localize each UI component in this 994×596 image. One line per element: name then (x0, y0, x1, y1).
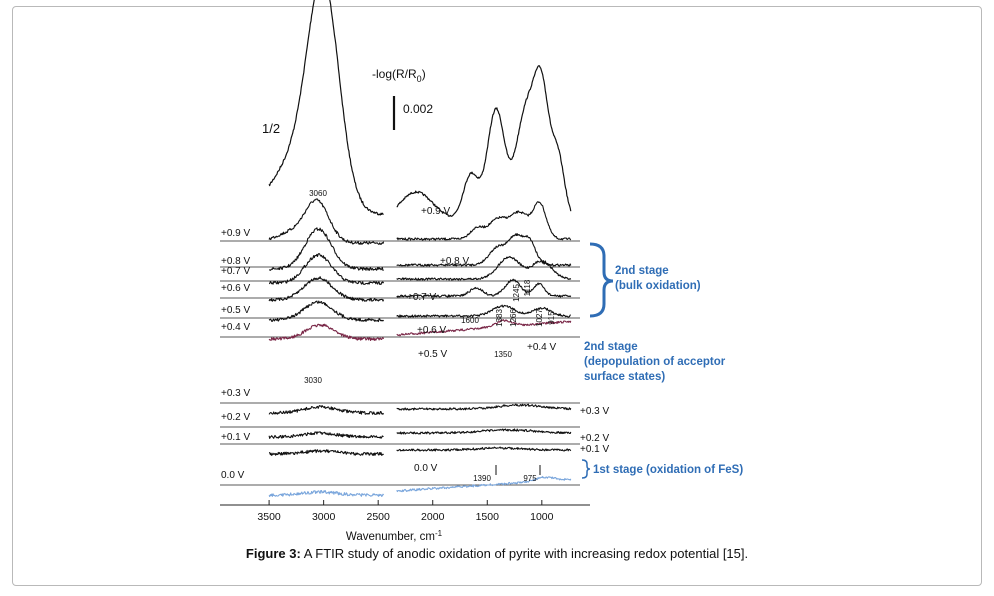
spectrum-left (268, 405, 385, 415)
x-tick-label: 2000 (421, 511, 445, 523)
curve-label: +0.4 V (527, 342, 557, 353)
curve-label: +0.1 V (580, 444, 610, 455)
spectrum-right (396, 446, 572, 452)
stage-label: (bulk oxidation) (615, 280, 701, 292)
spectrum-left (268, 276, 385, 302)
spectrum-right (396, 255, 572, 281)
x-tick-label: 3000 (312, 511, 336, 523)
peak-label: 915 (547, 311, 556, 325)
peak-label: 1027 (535, 309, 544, 327)
scale-bar-label: 0.002 (403, 102, 433, 116)
baseline-label: +0.3 V (221, 388, 251, 399)
x-tick-label: 2500 (367, 511, 391, 523)
peak-label: 3030 (304, 376, 322, 385)
peak-label: 1600 (461, 316, 479, 325)
spectrum-right (396, 319, 572, 337)
curve-label: +0.2 V (580, 433, 610, 444)
baseline-label: +0.6 V (221, 283, 251, 294)
spectrum-left (268, 227, 384, 271)
baseline-label: +0.2 V (221, 412, 251, 423)
spectrum-right (396, 278, 572, 298)
x-axis: 3500 3000 2500 2000 1500 1000 Wavenumber, cm-1 (220, 500, 590, 543)
curve-label: +0.5 V (418, 349, 448, 360)
y-axis-label-tail: ) (422, 67, 426, 81)
spectrum-right (396, 304, 571, 318)
baseline-label: +0.7 V (221, 266, 251, 277)
peak-label: 3060 (309, 189, 327, 198)
curve-label: +0.8 V (440, 256, 470, 267)
peak-label: 975 (523, 474, 537, 483)
stage-label: 2nd stage (584, 341, 638, 353)
spectra (268, 0, 572, 498)
figure-caption: Figure 3: A FTIR study of anodic oxidati… (0, 546, 994, 561)
spectrum-left (268, 431, 384, 439)
stage-label: 2nd stage (615, 265, 669, 277)
spectrum-left (268, 490, 385, 498)
baseline-label: +0.9 V (221, 228, 251, 239)
spectrum-right (396, 475, 572, 493)
x-tick-label: 3500 (257, 511, 281, 523)
baseline-label: +0.4 V (221, 322, 251, 333)
stage-label: (depopulation of acceptor (584, 356, 726, 368)
peak-label: 1350 (494, 350, 512, 359)
curve-label: +0.7 V (407, 292, 437, 303)
figure-frame (12, 6, 982, 586)
stage-label: surface states) (584, 371, 665, 383)
curve-label: +0.3 V (580, 406, 610, 417)
peak-label: 1245 (512, 284, 521, 302)
baseline-label: +0.8 V (221, 256, 251, 267)
brace-fes (581, 459, 591, 479)
x-axis-label-superscript: -1 (435, 529, 443, 538)
spectrum-left (268, 300, 385, 323)
spectrum-left (268, 323, 385, 342)
y-axis-label: -log(R/R0) (372, 67, 426, 84)
baseline-label: 0.0 V (221, 470, 245, 481)
y-axis-label-subscript: 0 (417, 74, 422, 84)
peak-label: 1383 (495, 309, 504, 327)
baseline-label: +0.1 V (221, 432, 251, 443)
spectrum-half-scale-right (396, 65, 572, 217)
curve-label: +0.6 V (417, 325, 447, 336)
peak-label: 1118 (523, 279, 532, 296)
curve-label: 0.0 V (414, 463, 438, 474)
spectrum-left (268, 449, 384, 456)
half-scale-label: 1/2 (262, 121, 280, 136)
brace-bulk-oxidation (589, 242, 614, 318)
peak-label: 1266 (509, 309, 518, 327)
caption-label: Figure 3: (245, 546, 301, 561)
curve-label: +0.9 V (421, 206, 451, 217)
caption-text: A FTIR study of anodic oxidation of pyri… (303, 546, 749, 561)
x-tick-label: 1500 (476, 511, 500, 523)
baselines: +0.9 V+0.8 V+0.7 V+0.6 V+0.5 V+0.4 V+0.3… (220, 228, 580, 486)
peak-label: 1390 (473, 474, 491, 483)
stage-label: 1st stage (oxidation of FeS) (593, 464, 743, 476)
spectrum-half-scale (268, 0, 384, 216)
spectrum-left (269, 253, 385, 285)
baseline-label: +0.5 V (221, 305, 251, 316)
annotations: -log(R/R0) 0.002 1/2 +0.9 V +0.8 V +0.7 V +0.6… (262, 67, 743, 483)
x-axis-label: Wavenumber, cm-1 (346, 529, 443, 543)
x-tick-label: 1000 (530, 511, 554, 523)
spectrum-left (268, 198, 385, 245)
spectrum-right (396, 403, 572, 411)
spectrum-right (396, 201, 572, 241)
spectrum-right (396, 428, 572, 435)
